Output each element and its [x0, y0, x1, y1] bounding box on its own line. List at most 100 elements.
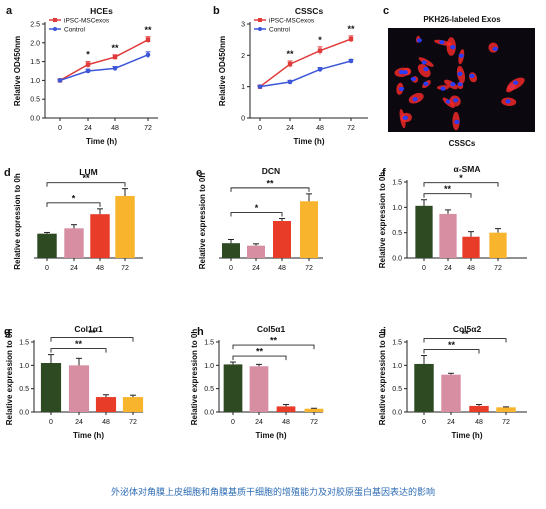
- cell-nucleus: [398, 86, 405, 92]
- bar: [64, 228, 84, 258]
- series-line: [259, 38, 352, 88]
- y-tick-label: 0.0: [30, 116, 40, 123]
- x-axis-label: Time (h): [256, 431, 287, 440]
- x-axis-label: Time (h): [86, 137, 117, 146]
- micrograph-title: PKH26-labeled Exos: [423, 15, 501, 24]
- significance-bracket: [423, 349, 480, 354]
- bar: [223, 364, 243, 412]
- bar: [90, 214, 110, 258]
- y-axis-label: Relative expression to 0h: [378, 329, 387, 426]
- cell-nucleus: [423, 67, 429, 72]
- chart-title: DCN: [262, 166, 280, 176]
- chart-title: LUM: [79, 167, 97, 177]
- bar: [276, 406, 296, 412]
- x-tick-label: 48: [278, 265, 286, 272]
- bar: [489, 232, 507, 258]
- data-point: [317, 48, 323, 53]
- x-tick-label: 24: [444, 265, 452, 272]
- legend-marker: [258, 18, 262, 22]
- x-tick-label: 0: [49, 419, 53, 426]
- significance-mark: **: [75, 339, 83, 349]
- significance-mark: *: [318, 35, 322, 45]
- y-tick-label: 1.0: [204, 363, 214, 370]
- significance-mark: **: [286, 49, 294, 59]
- y-tick-label: 2.5: [30, 22, 40, 29]
- micrograph-panel-c: c PKH26-labeled Exos CSSCs: [383, 5, 535, 148]
- panel-letter: e: [196, 167, 202, 179]
- cell-nucleus: [450, 45, 456, 50]
- y-tick-label: 0.0: [19, 410, 29, 417]
- cell-nucleus: [398, 69, 405, 75]
- panel-letter: a: [6, 5, 13, 17]
- panel-letter: c: [383, 5, 389, 17]
- data-point: [57, 78, 63, 83]
- significance-bracket: [423, 182, 499, 187]
- y-axis-label: Relative OD450nm: [218, 36, 227, 106]
- legend-label: Control: [64, 27, 86, 34]
- chart-title: Col5α2: [453, 324, 482, 334]
- series-line: [59, 39, 149, 82]
- y-tick-label: 1.5: [30, 59, 40, 66]
- bar: [300, 201, 318, 258]
- significance-bracket: [230, 212, 283, 217]
- significance-mark: *: [459, 173, 463, 183]
- cell-nucleus: [457, 71, 463, 76]
- y-tick-label: 0.5: [30, 97, 40, 104]
- x-tick-label: 0: [58, 125, 62, 132]
- x-tick-label: 24: [84, 125, 92, 132]
- cell-nucleus: [421, 60, 427, 65]
- significance-bracket: [230, 187, 310, 192]
- cell-nucleus: [402, 70, 408, 75]
- figure-caption: 外泌体对角膜上皮细胞和角膜基质干细胞的增殖能力及对胶原蛋白基因表达的影响: [110, 488, 435, 498]
- line-chart-a: a 0.0 0.5 1.0 1.5 2.0 2.5 0 24 48 72 Time (h) Relati…: [6, 5, 158, 146]
- data-point: [317, 67, 323, 72]
- cell-nucleus: [440, 86, 446, 91]
- bar: [115, 195, 135, 258]
- significance-bracket: [232, 355, 287, 361]
- legend-label: Control: [269, 27, 291, 34]
- significance-bracket: [50, 348, 107, 353]
- cell-nucleus: [412, 97, 418, 102]
- micrograph-label: CSSCs: [449, 139, 476, 148]
- chart-title: HCEs: [90, 6, 113, 16]
- significance-mark: **: [256, 347, 264, 357]
- significance-mark: **: [88, 328, 96, 338]
- bar: [37, 233, 57, 258]
- y-tick-label: 0.5: [392, 230, 402, 237]
- chart-title: Col1α1: [74, 324, 103, 334]
- data-point: [85, 62, 91, 67]
- data-point: [85, 68, 91, 74]
- bar: [469, 405, 489, 412]
- y-axis-label: Relative expression to 0h: [198, 173, 207, 270]
- cell-nucleus: [492, 46, 498, 51]
- data-point: [112, 54, 118, 60]
- chart-title: CSSCs: [295, 6, 324, 16]
- figure-canvas: a 0.0 0.5 1.0 1.5 2.0 2.5 0 24 48 72 Time (h) Relati…: [4, 5, 535, 440]
- panel-letter: f: [382, 167, 386, 179]
- significance-mark: **: [270, 336, 278, 346]
- x-tick-label: 24: [75, 419, 83, 426]
- bar: [496, 407, 516, 412]
- cell-nucleus: [450, 82, 456, 87]
- bar: [273, 221, 291, 258]
- x-tick-label: 0: [229, 265, 233, 272]
- x-tick-label: 72: [310, 419, 318, 426]
- y-tick-label: 3: [241, 22, 245, 29]
- x-tick-label: 48: [316, 125, 324, 132]
- x-tick-label: 0: [258, 125, 262, 132]
- x-tick-label: 24: [252, 265, 260, 272]
- panel-letter: i: [383, 326, 386, 338]
- y-tick-label: 0.5: [204, 386, 214, 393]
- x-tick-label: 0: [422, 419, 426, 426]
- data-point: [348, 36, 354, 42]
- bar: [462, 236, 480, 258]
- x-tick-label: 72: [305, 265, 313, 272]
- y-tick-label: 1.0: [30, 78, 40, 85]
- significance-mark: **: [144, 25, 152, 35]
- significance-mark: *: [72, 193, 76, 203]
- legend-marker: [53, 27, 57, 31]
- significance-bracket: [232, 344, 315, 350]
- cell-nucleus: [505, 99, 511, 104]
- significance-mark: *: [86, 50, 90, 60]
